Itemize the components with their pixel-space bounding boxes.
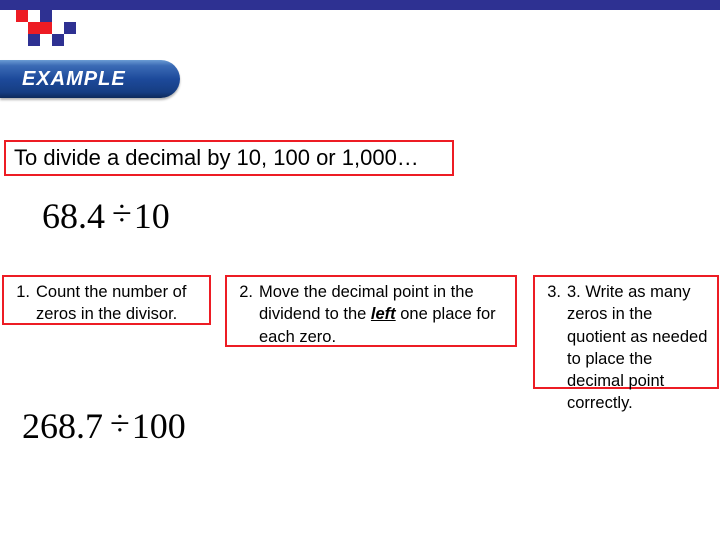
step-3-text: 3. Write as many zeros in the quotient a… [567,281,709,415]
header-box: To divide a decimal by 10, 100 or 1,000… [4,140,454,176]
math2-right: 100 [132,406,186,446]
step-1-text: Count the number of zeros in the divisor… [36,281,201,326]
math-expression-1: 68.4÷10 [42,195,170,237]
step-3-num: 3. [543,281,567,303]
top-border [0,0,720,10]
step-2-num: 2. [235,281,259,303]
math1-right: 10 [134,196,170,236]
pixel-decoration [16,10,76,46]
step-1-box: 1. Count the number of zeros in the divi… [2,275,211,325]
step-2-emph: left [371,305,396,323]
math1-left: 68.4 [42,196,105,236]
math2-left: 268.7 [22,406,103,446]
step-2-text: Move the decimal point in the dividend t… [259,281,507,348]
math-expression-2: 268.7÷100 [22,405,186,447]
step-2-box: 2. Move the decimal point in the dividen… [225,275,517,347]
example-label: EXAMPLE [22,68,126,91]
example-badge: EXAMPLE [0,60,180,98]
step-3-box: 3. 3. Write as many zeros in the quotien… [533,275,719,389]
divide-symbol-2: ÷ [103,403,132,443]
divide-symbol: ÷ [105,193,134,233]
step-1-num: 1. [12,281,36,303]
header-text: To divide a decimal by 10, 100 or 1,000… [14,145,419,171]
